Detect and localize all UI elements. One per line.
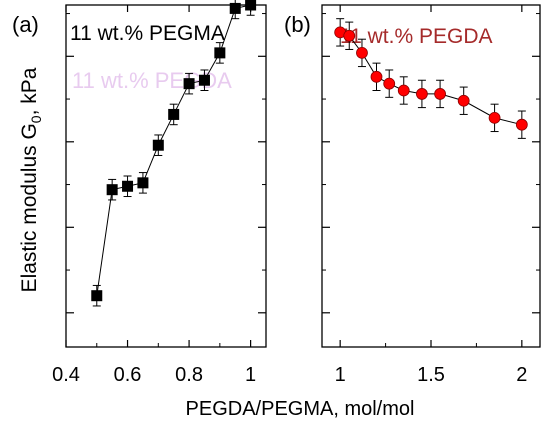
data-point [122,180,134,192]
data-point [416,88,428,100]
series-line [96,4,251,296]
x-tick-label: 2 [516,364,527,386]
y-axis-label-unit: , kPa [18,67,41,115]
panel-b: (b) 11 wt.% PEGDA 1 1.5 2 [284,4,541,386]
panel-a-label: (a) [12,12,39,37]
data-point [343,29,356,42]
data-point [383,77,396,90]
data-point [356,46,368,59]
data-point [183,78,195,90]
data-point [245,0,257,11]
panel-a-plot: 0.4 0.6 0.8 1 [52,0,266,386]
data-point [397,84,410,97]
data-point [168,108,180,120]
y-axis-label: Elastic modulus G0, kPa [18,67,44,292]
data-point [106,184,118,196]
x-tick-label: 0.4 [52,364,80,386]
y-axis-label-main: Elastic modulus G [18,123,41,292]
panel-b-label: (b) [284,12,311,37]
data-point [152,139,164,151]
data-point [457,94,470,107]
data-point [214,47,226,59]
x-tick-label: 0.8 [175,364,203,386]
data-point [434,88,446,100]
panel-a-frame [65,4,267,348]
data-point [137,177,149,189]
data-point [370,70,383,83]
panel-b-frame [321,4,541,348]
data-point [229,2,241,14]
x-tick-label: 0.6 [114,364,142,386]
x-tick-label: 1 [245,364,256,386]
x-tick-label: 1.5 [417,364,445,386]
panel-a: (a) 11 wt.% PEGDA 11 wt.% PEGMA 0.4 0.6 0.… [12,0,267,386]
panel-a-title: 11 wt.% PEGMA [70,22,225,45]
panel-b-plot: 1 1.5 2 [322,5,540,386]
y-axis-label-subscript: 0 [28,115,44,123]
data-point [91,290,103,302]
data-point [198,74,210,86]
x-tick-label: 1 [335,364,346,386]
data-point [515,118,528,131]
panel-b-title: 11 wt.% PEGDA [340,25,493,48]
x-axis-label: PEGDA/PEGMA, mol/mol [186,398,415,420]
data-point [488,111,501,124]
